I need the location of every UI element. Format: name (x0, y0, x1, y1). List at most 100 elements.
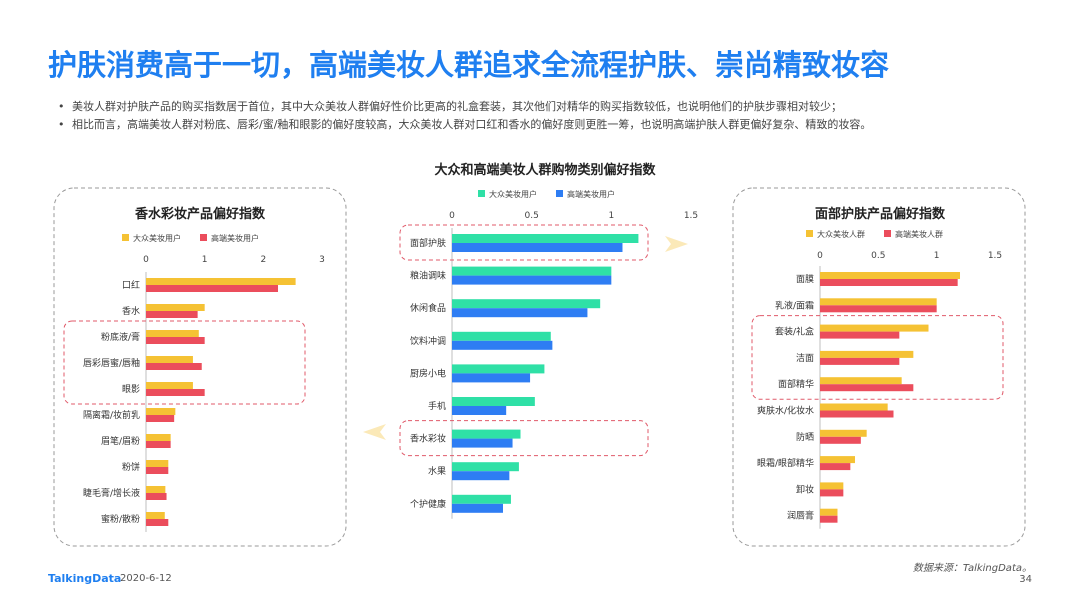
left-chart-title: 香水彩妆产品偏好指数 (134, 206, 266, 222)
center-category-label: 手机 (428, 400, 446, 412)
center-category-label: 香水彩妆 (410, 433, 446, 445)
right-bar-mass (820, 508, 838, 516)
left-category-label: 蜜粉/散粉 (101, 513, 140, 525)
right-category-label: 卸妆 (796, 483, 814, 495)
center-category-label: 水果 (428, 465, 446, 477)
left-legend-label-1: 高端美妆用户 (211, 233, 259, 243)
left-legend-label-0: 大众美妆用户 (133, 233, 181, 243)
left-tick-label: 2 (260, 255, 266, 265)
right-bar-premium (820, 463, 851, 471)
left-category-label: 眉笔/眉粉 (101, 435, 140, 447)
center-highlight-box (399, 224, 649, 261)
center-highlight-box (399, 420, 649, 457)
right-bar-premium (820, 410, 894, 418)
left-tick-label: 1 (202, 255, 208, 265)
right-category-label: 爽肤水/化妆水 (757, 405, 814, 417)
right-chart-title: 面部护肤产品偏好指数 (815, 206, 946, 222)
left-category-label: 香水 (122, 305, 140, 317)
data-source-note: 数据来源：TalkingData。 (912, 563, 1032, 574)
right-category-label: 润唇膏 (787, 510, 814, 522)
brand-logo: TalkingData (48, 572, 122, 585)
center-bar-mass (452, 429, 521, 439)
left-bar-mass (146, 434, 171, 441)
right-legend-label-1: 高端美妆人群 (895, 229, 943, 239)
center-bar-premium (452, 308, 588, 318)
right-legend-swatch-1 (884, 230, 891, 237)
left-legend-swatch-0 (122, 234, 129, 241)
right-category-label: 洁面 (796, 352, 814, 364)
left-bar-premium (146, 441, 171, 448)
center-tick-label: 1 (608, 211, 614, 221)
right-tick-label: 0.5 (871, 251, 885, 261)
center-legend-swatch-0 (478, 190, 485, 197)
right-bar-mass (820, 456, 856, 464)
right-category-label: 面膜 (796, 274, 814, 285)
left-category-label: 口红 (122, 279, 140, 291)
right-category-label: 防晒 (796, 431, 814, 443)
center-bar-premium (452, 275, 612, 285)
center-chart-title: 大众和高端美妆人群购物类别偏好指数 (434, 162, 656, 178)
center-legend-swatch-1 (556, 190, 563, 197)
right-legend-label-0: 大众美妆人群 (817, 229, 865, 239)
left-bar-premium (146, 311, 198, 318)
right-category-label: 套装/礼盒 (775, 326, 814, 338)
left-bar-mass (146, 278, 296, 285)
right-highlight-box (751, 315, 1004, 400)
left-category-label: 粉饼 (122, 461, 140, 473)
center-legend-label-0: 大众美妆用户 (489, 189, 537, 199)
right-bar-premium (820, 331, 900, 339)
left-bar-premium (146, 337, 205, 344)
left-bar-mass (146, 304, 205, 311)
right-bar-premium (820, 489, 844, 497)
center-bar-mass (452, 364, 545, 374)
right-bar-premium (820, 357, 900, 365)
left-category-label: 睫毛膏/增长液 (83, 487, 140, 499)
center-category-label: 休闲食品 (410, 302, 446, 314)
center-legend-label-1: 高端美妆用户 (567, 189, 615, 199)
left-arrow-icon (363, 424, 386, 440)
center-bar-mass (452, 299, 601, 309)
left-category-label: 唇彩唇蜜/唇釉 (83, 357, 140, 369)
center-tick-label: 1.5 (684, 211, 698, 221)
center-bar-mass (452, 266, 612, 276)
center-bar-premium (452, 438, 513, 448)
right-bar-mass (820, 377, 902, 385)
center-bar-premium (452, 340, 553, 350)
bullet-list: 美妆人群对护肤产品的购买指数居于首位，其中大众美妆人群偏好性价比更高的礼盒套装，… (58, 98, 1058, 134)
center-tick-label: 0 (449, 211, 455, 221)
center-bar-premium (452, 471, 510, 481)
center-bar-mass (452, 331, 551, 341)
right-arrow-icon (665, 236, 688, 252)
left-bar-premium (146, 493, 167, 500)
left-bar-premium (146, 415, 175, 422)
right-bar-premium (820, 436, 861, 444)
left-bar-premium (146, 363, 202, 370)
bullet-item: 相比而言，高端美妆人群对粉底、唇彩/蜜/釉和眼影的偏好度较高，大众美妆人群对口红… (58, 116, 1058, 134)
left-bar-mass (146, 382, 193, 389)
left-bar-mass (146, 356, 193, 363)
left-bar-premium (146, 285, 279, 292)
right-bar-mass (820, 429, 867, 437)
left-bar-premium (146, 519, 169, 526)
center-bar-mass (452, 494, 511, 504)
center-bar-premium (452, 503, 503, 513)
right-bar-premium (820, 305, 937, 313)
right-tick-label: 0 (817, 251, 823, 261)
left-bar-mass (146, 460, 169, 467)
center-bar-premium (452, 406, 507, 415)
left-bar-premium (146, 389, 205, 396)
right-tick-label: 1.5 (988, 251, 1002, 261)
right-category-label: 面部精华 (778, 378, 814, 390)
right-panel-frame (732, 187, 1026, 547)
left-tick-label: 3 (319, 255, 325, 265)
center-category-label: 饮料冲调 (410, 335, 446, 347)
page-number: 34 (1019, 574, 1032, 585)
right-bar-mass (820, 298, 937, 306)
center-category-label: 粮油调味 (410, 270, 446, 282)
left-bar-premium (146, 467, 169, 474)
left-bar-mass (146, 408, 176, 415)
right-bar-mass (820, 403, 888, 411)
right-tick-label: 1 (934, 251, 940, 261)
center-category-label: 个护健康 (410, 498, 446, 510)
